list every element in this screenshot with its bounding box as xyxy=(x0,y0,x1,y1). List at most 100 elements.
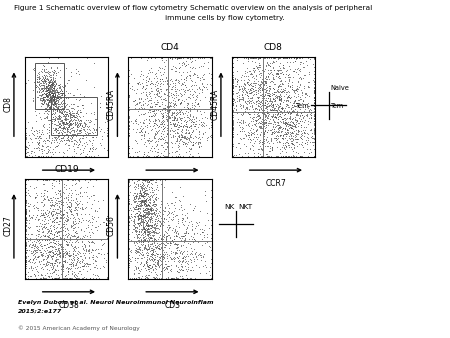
Point xyxy=(154,146,162,151)
Point xyxy=(263,111,270,116)
Point xyxy=(126,215,133,220)
Point xyxy=(176,258,184,264)
Point xyxy=(51,248,58,254)
Point xyxy=(148,65,155,70)
Point xyxy=(47,216,54,221)
Point xyxy=(143,82,150,88)
Point xyxy=(45,228,52,233)
Point xyxy=(158,56,166,61)
Point xyxy=(279,88,286,94)
Point xyxy=(166,83,173,89)
Point xyxy=(243,90,251,95)
Point xyxy=(170,101,177,106)
Point xyxy=(149,243,156,248)
Point xyxy=(71,205,78,211)
Point xyxy=(50,249,57,255)
Point xyxy=(270,112,277,117)
Point xyxy=(43,252,50,258)
Point xyxy=(157,150,164,155)
Point xyxy=(90,135,97,140)
Point xyxy=(166,239,174,244)
Point xyxy=(130,226,137,232)
Point xyxy=(249,130,256,136)
Point xyxy=(78,103,86,108)
Point xyxy=(142,234,149,239)
Point xyxy=(49,275,56,280)
Point xyxy=(51,101,58,106)
Point xyxy=(258,97,265,102)
Point xyxy=(297,123,305,128)
Point xyxy=(52,83,59,88)
Point xyxy=(156,153,163,159)
Point xyxy=(185,136,193,141)
Point xyxy=(52,99,59,105)
Text: CD8: CD8 xyxy=(264,43,283,52)
Point xyxy=(287,95,294,101)
Point xyxy=(30,255,37,261)
Point xyxy=(184,231,191,236)
Point xyxy=(171,85,178,90)
Point xyxy=(62,119,69,124)
Point xyxy=(229,142,236,147)
Point xyxy=(82,247,90,252)
Point xyxy=(153,97,161,103)
Point xyxy=(205,98,212,103)
Point xyxy=(134,225,141,231)
Point xyxy=(298,113,305,118)
Point xyxy=(145,216,152,222)
Point xyxy=(142,191,149,196)
Point xyxy=(47,243,54,248)
Point xyxy=(144,153,152,159)
Point xyxy=(286,89,293,95)
Point xyxy=(43,259,50,264)
Point xyxy=(140,73,147,78)
Point xyxy=(144,266,152,271)
Point xyxy=(59,202,67,208)
Point xyxy=(137,188,144,194)
Point xyxy=(43,270,50,275)
Point xyxy=(87,239,94,244)
Point xyxy=(194,73,201,78)
Point xyxy=(159,120,166,125)
Point xyxy=(133,230,140,235)
Point xyxy=(54,82,61,88)
Point xyxy=(229,115,236,120)
Point xyxy=(56,200,63,206)
Point xyxy=(201,263,208,268)
Point xyxy=(25,177,32,183)
Point xyxy=(70,219,77,224)
Point xyxy=(306,57,314,62)
Point xyxy=(63,233,70,239)
Point xyxy=(53,88,60,93)
Point xyxy=(41,232,48,238)
Point xyxy=(286,117,293,122)
Point xyxy=(163,251,170,257)
Point xyxy=(261,111,269,116)
Point xyxy=(22,260,29,265)
Point xyxy=(133,207,140,212)
Point xyxy=(52,136,59,142)
Point xyxy=(85,179,92,185)
Point xyxy=(173,86,180,91)
Point xyxy=(46,97,54,103)
Point xyxy=(86,127,94,133)
Point xyxy=(100,256,107,261)
Point xyxy=(39,87,46,93)
Point xyxy=(142,245,149,250)
Point xyxy=(164,101,171,107)
Point xyxy=(132,215,139,220)
Point xyxy=(143,197,150,202)
Point xyxy=(254,114,261,119)
Point xyxy=(50,203,57,208)
Point xyxy=(126,132,133,138)
Point xyxy=(270,107,277,113)
Point xyxy=(69,251,76,257)
Point xyxy=(143,222,150,227)
Point xyxy=(142,123,149,129)
Point xyxy=(285,98,292,103)
Point xyxy=(96,105,104,110)
Point xyxy=(307,106,314,112)
Point xyxy=(287,121,294,126)
Point xyxy=(135,214,142,219)
Point xyxy=(138,252,145,258)
